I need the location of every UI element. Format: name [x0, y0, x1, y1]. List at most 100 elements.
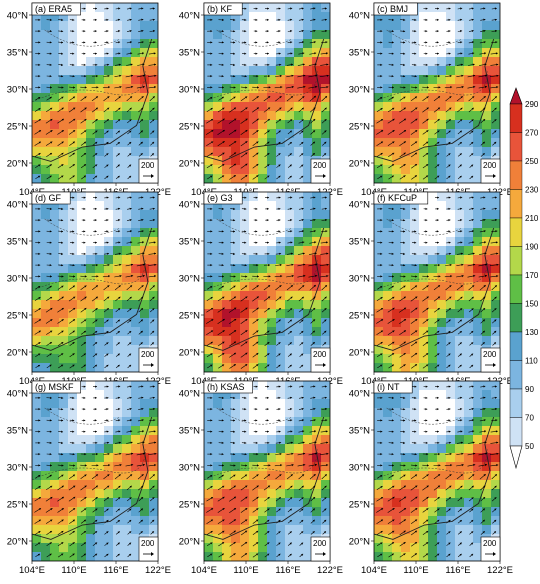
wind-speed-cell	[122, 48, 132, 58]
wind-speed-cell	[50, 453, 60, 463]
wind-vector-head	[96, 275, 99, 278]
wind-vector-head	[72, 419, 75, 422]
wind-speed-cell	[401, 282, 411, 292]
wind-speed-cell	[258, 336, 268, 346]
wind-vector-head	[141, 29, 144, 33]
lat-tick-label: 25°N	[7, 311, 28, 322]
wind-speed-cell	[473, 255, 483, 265]
wind-vector-head	[483, 41, 486, 44]
wind-speed-cell	[231, 48, 241, 58]
wind-vector-head	[83, 364, 86, 367]
wind-speed-cell	[294, 120, 304, 130]
wind-vector-head	[266, 30, 269, 33]
wind-vector-head	[210, 453, 213, 456]
wind-speed-cell	[231, 435, 241, 445]
wind-vector-head	[437, 296, 440, 299]
wind-speed-cell	[41, 336, 51, 346]
wind-vector-head	[267, 319, 270, 322]
wind-speed-cell	[240, 543, 250, 553]
wind-vector-head	[471, 41, 474, 44]
wind-vector-head	[140, 130, 143, 133]
wind-speed-cell	[213, 318, 223, 328]
wind-speed-cell	[455, 21, 465, 31]
wind-speed-cell	[86, 12, 96, 22]
wind-speed-cell	[383, 336, 393, 346]
wind-vector-head	[324, 18, 327, 21]
wind-vector-head	[221, 430, 224, 433]
wind-speed-cell	[204, 219, 214, 229]
wind-speed-cell	[303, 435, 313, 445]
wind-vector-head	[233, 464, 236, 467]
wind-vector-head	[437, 308, 440, 311]
wind-vector-head	[49, 164, 52, 167]
lat-tick-label: 20°N	[349, 159, 370, 170]
wind-speed-cell	[41, 39, 51, 49]
wind-speed-cell	[222, 399, 232, 409]
wind-speed-cell	[374, 246, 384, 256]
wind-speed-cell	[77, 453, 87, 463]
wind-speed-cell	[267, 552, 277, 561]
wind-speed-cell	[68, 507, 78, 517]
wind-speed-cell	[249, 426, 259, 436]
wind-speed-cell	[392, 21, 402, 31]
wind-vector-head	[38, 319, 41, 322]
wind-vector-head	[118, 107, 121, 110]
wind-speed-cell	[383, 345, 393, 355]
wind-speed-cell	[437, 120, 447, 130]
wind-speed-cell	[482, 75, 492, 85]
wind-vector-head	[380, 108, 383, 110]
wind-speed-cell	[131, 12, 141, 22]
wind-vector-head	[484, 85, 487, 89]
wind-vector-head	[153, 52, 156, 55]
wind-speed-cell	[204, 363, 214, 372]
province-border	[32, 449, 146, 481]
wind-speed-cell	[419, 3, 429, 13]
wind-speed-cell	[312, 417, 322, 427]
wind-vector-head	[152, 7, 155, 10]
wind-speed-cell	[428, 93, 438, 103]
wind-speed-cell	[86, 255, 96, 265]
wind-speed-cell	[437, 264, 447, 274]
wind-speed-cell	[204, 246, 214, 256]
wind-speed-cell	[240, 120, 250, 130]
wind-vector-head	[448, 41, 451, 44]
wind-vector-head	[210, 508, 214, 511]
wind-speed-cell	[149, 489, 158, 499]
wind-speed-cell	[149, 48, 158, 58]
wind-vector-head	[152, 508, 155, 511]
wind-speed-cell	[41, 453, 51, 463]
wind-vector-head	[415, 275, 418, 278]
wind-speed-cell	[473, 228, 483, 238]
wind-speed-cell	[86, 138, 96, 148]
wind-speed-cell	[231, 30, 241, 40]
wind-speed-cell	[267, 219, 277, 229]
wind-vector-head	[73, 496, 76, 499]
wind-speed-cell	[491, 75, 500, 85]
wind-vector-head	[301, 29, 304, 33]
wind-vector-head	[49, 86, 52, 89]
wind-speed-cell	[95, 255, 105, 265]
lat-tick-label: 25°N	[7, 500, 28, 511]
wind-vector-head	[438, 86, 441, 89]
province-border	[374, 260, 488, 292]
wind-vector-head	[130, 252, 133, 255]
wind-speed-cell	[95, 192, 105, 202]
wind-speed-cell	[149, 462, 158, 472]
wind-vector-head	[414, 30, 417, 33]
wind-vector-head	[312, 342, 315, 345]
wind-vector-head	[61, 30, 64, 33]
wind-speed-cell	[222, 471, 232, 481]
wind-speed-cell	[113, 444, 123, 454]
wind-speed-cell	[204, 534, 214, 544]
wind-speed-cell	[455, 111, 465, 121]
wind-vector-head	[49, 353, 52, 356]
wind-speed-cell	[50, 210, 60, 220]
wind-vector-head	[391, 96, 394, 99]
wind-speed-cell	[312, 309, 322, 319]
wind-speed-cell	[231, 534, 241, 544]
wind-speed-cell	[464, 291, 474, 301]
wind-vector-head	[380, 252, 383, 255]
wind-vector-head	[448, 319, 451, 322]
wind-vector-head	[140, 319, 143, 322]
wind-speed-cell	[86, 480, 96, 490]
